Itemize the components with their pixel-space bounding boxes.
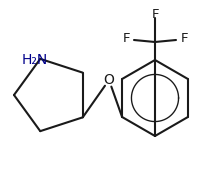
Text: H₂N: H₂N — [22, 53, 48, 67]
Text: F: F — [151, 8, 159, 21]
Text: F: F — [180, 31, 188, 44]
Text: F: F — [122, 31, 130, 44]
Text: O: O — [104, 73, 114, 87]
